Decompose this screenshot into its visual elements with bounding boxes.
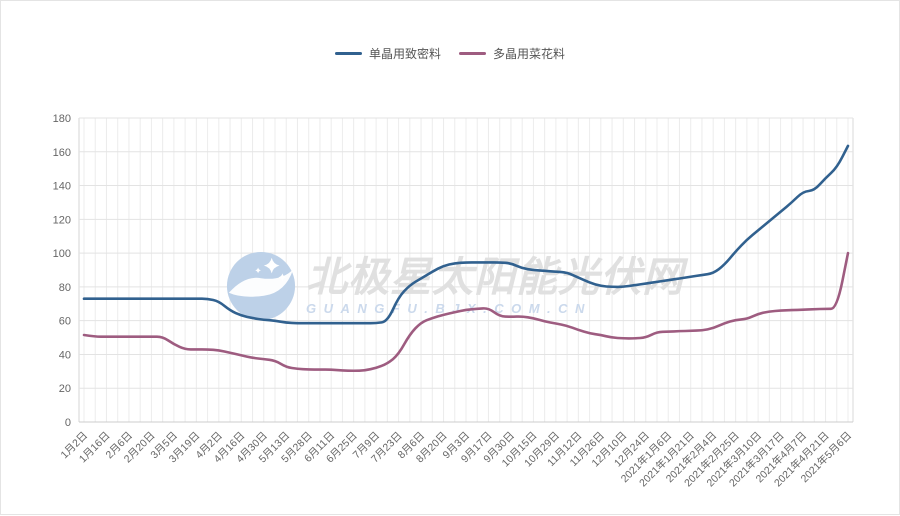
legend-item-mono-dense[interactable]: 单晶用致密料 xyxy=(334,45,441,62)
y-tick-label: 40 xyxy=(59,349,71,361)
y-tick-label: 0 xyxy=(65,417,71,429)
legend-item-multi-cauliflower[interactable]: 多晶用菜花料 xyxy=(459,45,565,62)
y-tick-label: 20 xyxy=(59,383,71,395)
y-tick-label: 60 xyxy=(59,316,71,328)
legend-label-mono-dense: 单晶用致密料 xyxy=(368,47,441,61)
chart-legend: 单晶用致密料 多晶用菜花料 xyxy=(1,45,899,62)
y-tick-label: 80 xyxy=(59,282,71,294)
legend-line-swatch-mono-dense xyxy=(334,52,362,55)
y-tick-label: 180 xyxy=(53,113,71,125)
y-tick-label: 160 xyxy=(53,147,71,159)
y-tick-label: 120 xyxy=(53,214,71,226)
y-tick-label: 100 xyxy=(53,248,71,260)
y-tick-label: 140 xyxy=(53,181,71,193)
legend-line-swatch-multi-cauliflower xyxy=(459,52,486,55)
legend-label-multi-cauliflower: 多晶用菜花料 xyxy=(493,47,566,61)
